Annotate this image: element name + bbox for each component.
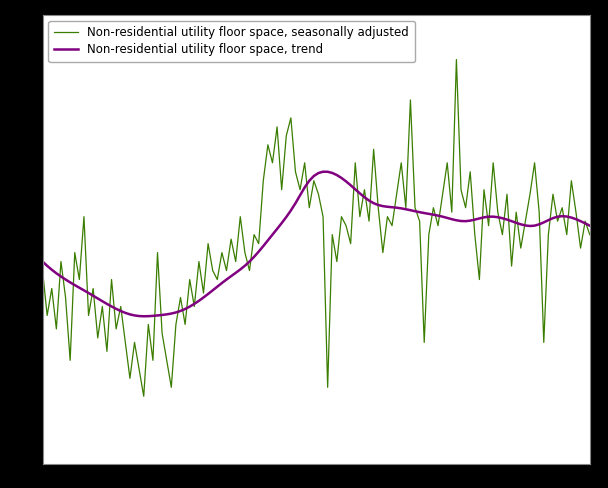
Non-residential utility floor space, trend xyxy=(586,223,593,228)
Non-residential utility floor space, trend xyxy=(191,301,198,307)
Non-residential utility floor space, trend xyxy=(351,186,359,192)
Non-residential utility floor space, seasonally adjusted xyxy=(480,187,488,193)
Non-residential utility floor space, trend xyxy=(159,312,166,318)
Line: Non-residential utility floor space, seasonally adjusted: Non-residential utility floor space, sea… xyxy=(43,60,590,396)
Non-residential utility floor space, trend xyxy=(480,214,488,220)
Non-residential utility floor space, seasonally adjusted xyxy=(191,304,198,309)
Non-residential utility floor space, seasonally adjusted xyxy=(421,340,428,346)
Non-residential utility floor space, seasonally adjusted xyxy=(577,245,584,251)
Line: Non-residential utility floor space, trend: Non-residential utility floor space, tre… xyxy=(43,172,590,316)
Non-residential utility floor space, trend xyxy=(140,313,147,319)
Non-residential utility floor space, seasonally adjusted xyxy=(140,393,147,399)
Non-residential utility floor space, trend xyxy=(425,211,432,217)
Non-residential utility floor space, seasonally adjusted xyxy=(347,241,354,246)
Non-residential utility floor space, seasonally adjusted xyxy=(39,267,46,273)
Non-residential utility floor space, trend xyxy=(577,218,584,224)
Non-residential utility floor space, trend xyxy=(319,169,326,175)
Non-residential utility floor space, seasonally adjusted xyxy=(159,330,166,336)
Non-residential utility floor space, trend xyxy=(39,259,46,264)
Legend: Non-residential utility floor space, seasonally adjusted, Non-residential utilit: Non-residential utility floor space, sea… xyxy=(49,20,415,62)
Non-residential utility floor space, seasonally adjusted xyxy=(586,232,593,238)
Non-residential utility floor space, seasonally adjusted xyxy=(453,57,460,62)
